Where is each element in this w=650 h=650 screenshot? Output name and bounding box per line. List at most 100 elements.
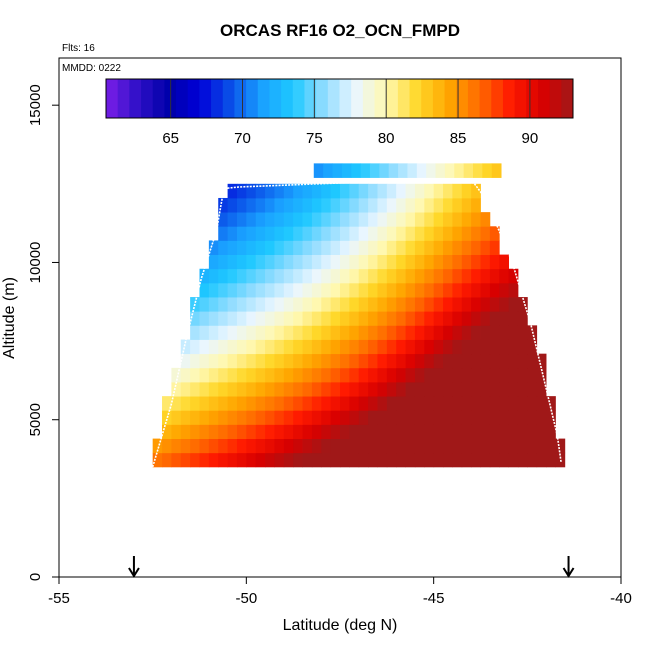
heatmap-cell bbox=[265, 254, 275, 270]
heatmap-cell bbox=[208, 410, 219, 425]
heatmap-cell bbox=[517, 367, 528, 383]
heatmap-cell bbox=[208, 367, 219, 383]
heatmap-cell bbox=[255, 197, 266, 213]
heatmap-cell bbox=[489, 367, 500, 383]
heatmap-cell bbox=[471, 254, 481, 270]
heatmap-cell bbox=[546, 396, 556, 411]
heatmap-cell bbox=[527, 438, 538, 454]
heatmap-cell bbox=[236, 268, 247, 284]
heatmap-cell bbox=[321, 240, 332, 255]
heatmap-cell bbox=[311, 339, 322, 355]
heatmap-cell bbox=[461, 226, 472, 241]
heatmap-cell bbox=[349, 410, 360, 425]
heatmap-cell bbox=[274, 183, 285, 199]
heatmap-cell bbox=[227, 339, 238, 355]
heatmap-cell bbox=[433, 353, 444, 369]
heatmap-cell bbox=[536, 438, 547, 454]
heatmap-cell bbox=[340, 353, 350, 369]
heatmap-cell bbox=[377, 424, 388, 439]
heatmap-cell bbox=[236, 297, 247, 312]
heatmap-cell bbox=[527, 353, 538, 369]
heatmap-cell bbox=[199, 410, 210, 425]
y-tick-label: 0 bbox=[27, 573, 44, 581]
heatmap-cell bbox=[536, 424, 547, 439]
heatmap-cell bbox=[480, 410, 491, 425]
heatmap-cell bbox=[265, 282, 275, 298]
heatmap bbox=[152, 163, 566, 468]
colorbar-segment bbox=[339, 79, 352, 118]
heatmap-cell bbox=[302, 240, 313, 255]
heatmap-cell bbox=[311, 396, 322, 411]
heatmap-cell bbox=[461, 424, 472, 439]
heatmap-cell bbox=[190, 353, 200, 369]
heatmap-cell bbox=[349, 297, 360, 312]
heatmap-cell bbox=[302, 183, 313, 199]
heatmap-cell bbox=[349, 311, 360, 326]
heatmap-cell bbox=[349, 282, 360, 298]
heatmap-cell bbox=[340, 367, 350, 383]
heatmap-cell bbox=[340, 282, 350, 298]
heatmap-cell bbox=[480, 367, 491, 383]
heatmap-cell bbox=[508, 297, 519, 312]
heatmap-cell bbox=[405, 197, 416, 213]
heatmap-cell bbox=[461, 240, 472, 255]
heatmap-cell bbox=[386, 381, 397, 397]
heatmap-cell bbox=[283, 268, 294, 284]
heatmap-cell bbox=[208, 381, 219, 397]
colorbar-segment bbox=[141, 79, 154, 118]
heatmap-cell bbox=[461, 297, 472, 312]
heatmap-cell bbox=[283, 325, 294, 340]
heatmap-cell bbox=[368, 381, 378, 397]
heatmap-cell bbox=[396, 311, 406, 326]
colorbar-segment bbox=[281, 79, 294, 118]
heatmap-cell bbox=[424, 282, 435, 298]
heatmap-cell bbox=[255, 268, 266, 284]
heatmap-cell bbox=[311, 353, 322, 369]
heatmap-cell bbox=[227, 424, 238, 439]
heatmap-cell bbox=[433, 396, 444, 411]
heatmap-cell bbox=[396, 282, 406, 298]
heatmap-cell bbox=[452, 410, 463, 425]
heatmap-cell bbox=[255, 367, 266, 383]
heatmap-cell bbox=[461, 254, 472, 270]
heatmap-cell bbox=[330, 311, 341, 326]
heatmap-cell bbox=[358, 212, 369, 227]
heatmap-cell bbox=[377, 381, 388, 397]
heatmap-cell bbox=[414, 282, 425, 298]
colorbar-segment bbox=[222, 79, 235, 118]
flight-markers bbox=[128, 556, 575, 578]
heatmap-cell bbox=[283, 282, 294, 298]
heatmap-cell bbox=[377, 254, 388, 270]
heatmap-cell bbox=[330, 325, 341, 340]
colorbar-segment bbox=[491, 79, 504, 118]
heatmap-cell bbox=[302, 353, 313, 369]
heatmap-cell bbox=[517, 311, 528, 326]
heatmap-cell bbox=[489, 452, 500, 468]
heatmap-cell bbox=[536, 410, 547, 425]
heatmap-cell bbox=[302, 381, 313, 397]
heatmap-cell bbox=[274, 367, 285, 383]
heatmap-cell bbox=[358, 452, 369, 468]
heatmap-cell bbox=[311, 410, 322, 425]
heatmap-cell bbox=[368, 240, 378, 255]
heatmap-cell bbox=[517, 297, 528, 312]
heatmap-cell bbox=[508, 353, 519, 369]
heatmap-cell bbox=[246, 268, 257, 284]
heatmap-cell bbox=[349, 197, 360, 213]
heatmap-cell bbox=[508, 381, 519, 397]
heatmap-cell bbox=[227, 311, 238, 326]
colorbar-segment bbox=[409, 79, 422, 118]
heatmap-cell bbox=[246, 339, 257, 355]
heatmap-cell bbox=[293, 438, 303, 454]
heatmap-cell bbox=[330, 197, 341, 213]
heatmap-cell bbox=[489, 268, 500, 284]
heatmap-cell bbox=[452, 325, 463, 340]
heatmap-cell bbox=[283, 367, 294, 383]
heatmap-cell bbox=[311, 438, 322, 454]
heatmap-cell bbox=[499, 325, 509, 340]
heatmap-cell bbox=[424, 353, 435, 369]
heatmap-cell bbox=[227, 282, 238, 298]
heatmap-cell bbox=[265, 268, 275, 284]
heatmap-cell bbox=[489, 381, 500, 397]
heatmap-cell bbox=[236, 240, 247, 255]
